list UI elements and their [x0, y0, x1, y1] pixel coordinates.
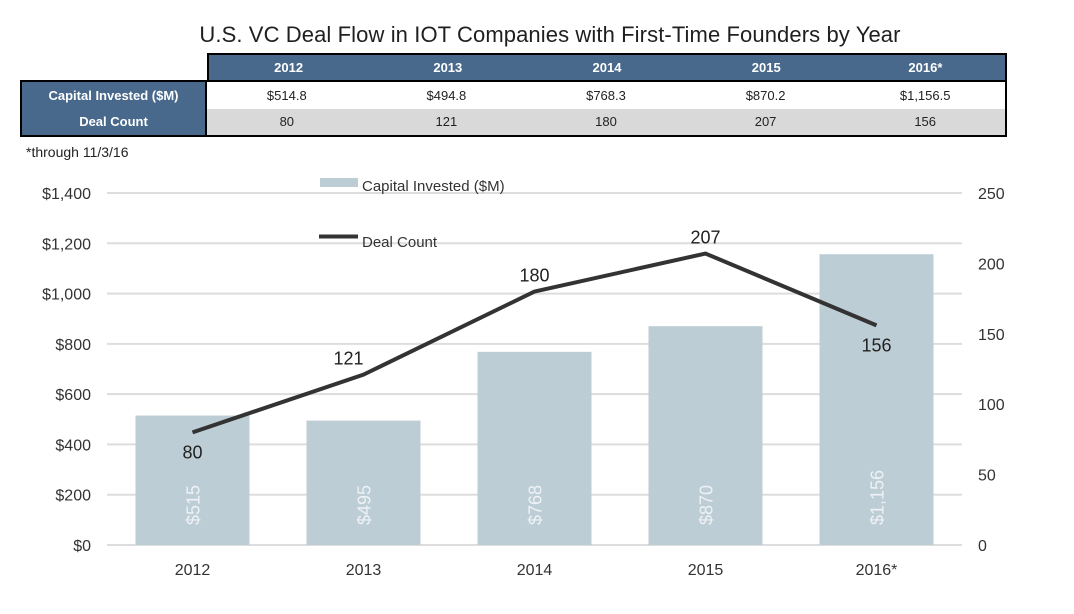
bar [648, 326, 763, 545]
y-tick-label: $0 [73, 538, 91, 555]
table-cell: 121 [435, 114, 458, 130]
table-cell: 156 [914, 114, 937, 130]
line-value-label: 207 [690, 228, 720, 248]
deal-count-line [191, 251, 878, 435]
line-value-label: 180 [519, 266, 549, 286]
table-cells: $514.8 $494.8 $768.3 $870.2 $1,156.5 80 … [207, 82, 1005, 135]
table-cell: $494.8 [426, 87, 467, 103]
table-cell: $870.2 [745, 87, 786, 103]
table-row-capital: $514.8 $494.8 $768.3 $870.2 $1,156.5 [207, 82, 1005, 109]
x-tick-label: 2012 [175, 562, 211, 579]
y-tick-label: $800 [55, 337, 91, 354]
legend-label-capital: Capital Invested ($M) [362, 178, 505, 195]
table-cell: $1,156.5 [899, 87, 951, 103]
y2-tick-label: 200 [978, 256, 1005, 273]
line-value-label: 156 [861, 335, 891, 355]
table-col-header: 2013 [433, 60, 463, 75]
left-axis: $0 $200 $400 $600 $800 $1,000 $1,200 $1,400 [42, 186, 91, 555]
table-cell: $768.3 [586, 87, 626, 103]
line-value-label: 121 [333, 349, 363, 369]
table-cell: $514.8 [266, 87, 307, 103]
line-value-labels: 80 121 180 207 156 [182, 228, 891, 463]
y-tick-label: $1,200 [42, 236, 91, 253]
table-cell: 80 [279, 114, 295, 130]
y-tick-label: $1,000 [42, 287, 91, 304]
x-tick-label: 2014 [517, 562, 553, 579]
bar [135, 415, 250, 545]
y-tick-label: $600 [55, 387, 91, 404]
table-col-header: 2015 [751, 60, 781, 75]
x-tick-label: 2016* [856, 562, 898, 579]
x-tick-label: 2013 [346, 562, 382, 579]
bars [135, 254, 934, 546]
table-col-header: 2016* [908, 60, 943, 75]
y2-tick-label: 250 [978, 186, 1005, 203]
table-cell: 207 [754, 114, 777, 130]
data-table: Capital Invested ($M) Deal Count $514.8 … [20, 80, 1007, 137]
bar-value-label: $870 [697, 485, 717, 525]
y-tick-label: $400 [55, 437, 91, 454]
y2-tick-label: 50 [978, 468, 996, 485]
table-header-row: 2012 2013 2014 2015 2016* [207, 53, 1007, 80]
chart-title: U.S. VC Deal Flow in IOT Companies with … [199, 22, 901, 47]
bar-value-label: $515 [184, 485, 204, 525]
table-cell: 180 [595, 114, 617, 130]
x-axis: 2012 2013 2014 2015 2016* [175, 562, 898, 579]
footnote: *through 11/3/16 [26, 144, 129, 160]
x-tick-label: 2015 [688, 562, 724, 579]
legend: Capital Invested ($M) Deal Count [319, 178, 505, 251]
row-label-capital: Capital Invested ($M) [48, 87, 179, 103]
row-label-deal-count: Deal Count [79, 114, 148, 130]
legend-bar-swatch [320, 178, 358, 187]
bar [306, 420, 421, 545]
table-col-header: 2014 [592, 60, 622, 75]
line-value-label: 80 [182, 442, 202, 462]
y2-tick-label: 100 [978, 397, 1005, 414]
right-axis: 0 50 100 150 200 250 [978, 186, 1005, 555]
deal-count-line-group [191, 251, 878, 435]
table-row-deal-count: 80 121 180 207 156 [207, 108, 1005, 135]
bar-value-label: $495 [355, 485, 375, 525]
bar-value-label: $768 [526, 485, 546, 525]
table-col-header: 2012 [274, 60, 304, 75]
table-row-labels: Capital Invested ($M) Deal Count [22, 82, 207, 135]
y2-tick-label: 0 [978, 538, 987, 555]
y-tick-label: $200 [55, 488, 91, 505]
bar-value-label: $1,156 [868, 470, 888, 525]
legend-label-deal-count: Deal Count [362, 234, 438, 251]
y-tick-label: $1,400 [42, 186, 91, 203]
y2-tick-label: 150 [978, 327, 1005, 344]
bar-value-labels: $515 $495 $768 $870 $1,156 [184, 470, 888, 525]
bar [477, 351, 592, 545]
bar [819, 254, 934, 546]
